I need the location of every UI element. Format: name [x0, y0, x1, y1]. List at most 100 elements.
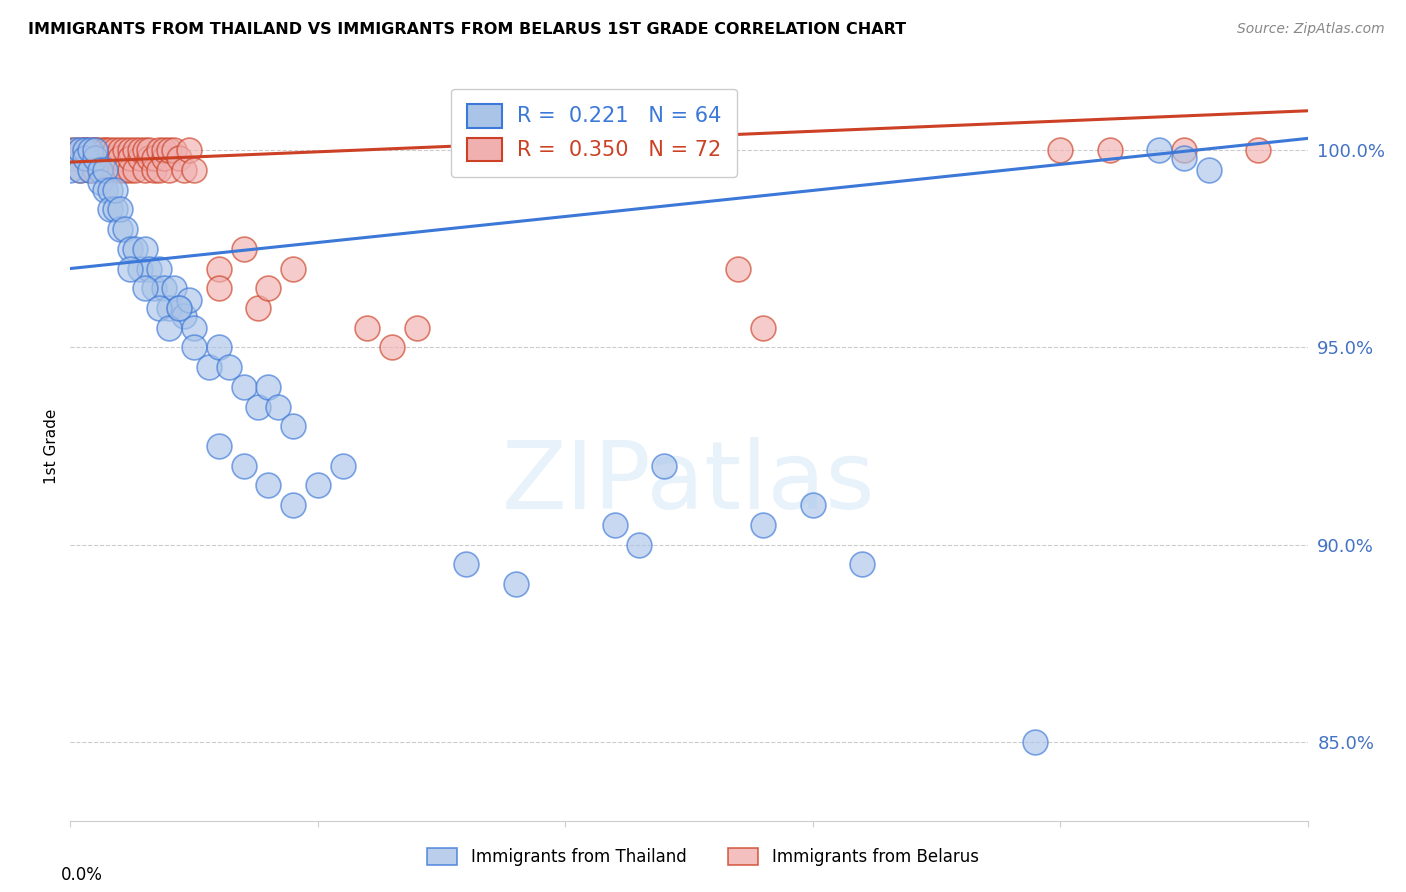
Point	[65, 143, 87, 157]
Text: Source: ZipAtlas.com: Source: ZipAtlas.com	[1237, 22, 1385, 37]
Point	[157, 143, 180, 157]
Point	[247, 301, 270, 315]
Point	[281, 498, 304, 512]
Point	[247, 400, 270, 414]
Point	[84, 143, 107, 157]
Point	[89, 143, 111, 157]
Point	[118, 261, 141, 276]
Point	[157, 163, 180, 178]
Point	[84, 151, 107, 165]
Point	[89, 175, 111, 189]
Legend: R =  0.221   N = 64, R =  0.350   N = 72: R = 0.221 N = 64, R = 0.350 N = 72	[451, 88, 737, 177]
Point	[208, 340, 231, 354]
Text: 0.0%: 0.0%	[60, 865, 103, 884]
Point	[89, 163, 111, 178]
Point	[505, 577, 527, 591]
Point	[138, 261, 160, 276]
Point	[108, 143, 131, 157]
Point	[143, 281, 166, 295]
Point	[75, 151, 97, 165]
Point	[118, 151, 141, 165]
Point	[173, 309, 195, 323]
Point	[752, 320, 775, 334]
Point	[79, 143, 101, 157]
Point	[267, 400, 290, 414]
Point	[128, 261, 150, 276]
Point	[65, 143, 87, 157]
Point	[232, 380, 254, 394]
Point	[94, 183, 117, 197]
Point	[218, 360, 240, 375]
Point	[134, 281, 156, 295]
Point	[94, 163, 117, 178]
Point	[177, 293, 200, 307]
Point	[628, 538, 651, 552]
Point	[752, 517, 775, 532]
Point	[118, 242, 141, 256]
Point	[114, 143, 136, 157]
Point	[405, 320, 427, 334]
Point	[603, 143, 626, 157]
Point	[124, 143, 146, 157]
Point	[114, 222, 136, 236]
Point	[332, 458, 354, 473]
Point	[104, 143, 127, 157]
Point	[108, 163, 131, 178]
Point	[138, 143, 160, 157]
Point	[84, 143, 107, 157]
Point	[75, 143, 97, 157]
Point	[163, 281, 186, 295]
Point	[79, 143, 101, 157]
Point	[257, 380, 280, 394]
Point	[134, 163, 156, 178]
Point	[98, 183, 121, 197]
Point	[232, 458, 254, 473]
Point	[124, 242, 146, 256]
Point	[75, 151, 97, 165]
Point	[157, 320, 180, 334]
Point	[1147, 143, 1170, 157]
Point	[851, 558, 873, 572]
Point	[208, 281, 231, 295]
Point	[98, 151, 121, 165]
Point	[1049, 143, 1071, 157]
Point	[167, 301, 190, 315]
Point	[94, 163, 117, 178]
Point	[75, 143, 97, 157]
Point	[59, 163, 82, 178]
Point	[75, 143, 97, 157]
Legend: Immigrants from Thailand, Immigrants from Belarus: Immigrants from Thailand, Immigrants fro…	[419, 840, 987, 875]
Point	[59, 143, 82, 157]
Point	[281, 261, 304, 276]
Point	[79, 163, 101, 178]
Point	[727, 261, 749, 276]
Point	[143, 163, 166, 178]
Point	[69, 163, 91, 178]
Point	[108, 151, 131, 165]
Point	[89, 151, 111, 165]
Point	[134, 242, 156, 256]
Point	[153, 281, 176, 295]
Point	[652, 458, 675, 473]
Point	[1098, 143, 1121, 157]
Point	[79, 163, 101, 178]
Point	[104, 202, 127, 217]
Point	[801, 498, 824, 512]
Point	[89, 163, 111, 178]
Point	[104, 163, 127, 178]
Text: IMMIGRANTS FROM THAILAND VS IMMIGRANTS FROM BELARUS 1ST GRADE CORRELATION CHART: IMMIGRANTS FROM THAILAND VS IMMIGRANTS F…	[28, 22, 907, 37]
Point	[173, 163, 195, 178]
Point	[148, 163, 170, 178]
Point	[307, 478, 329, 492]
Point	[108, 202, 131, 217]
Point	[69, 143, 91, 157]
Point	[134, 143, 156, 157]
Point	[157, 301, 180, 315]
Point	[94, 143, 117, 157]
Point	[128, 151, 150, 165]
Point	[148, 301, 170, 315]
Point	[94, 143, 117, 157]
Point	[356, 320, 378, 334]
Point	[183, 340, 205, 354]
Point	[124, 163, 146, 178]
